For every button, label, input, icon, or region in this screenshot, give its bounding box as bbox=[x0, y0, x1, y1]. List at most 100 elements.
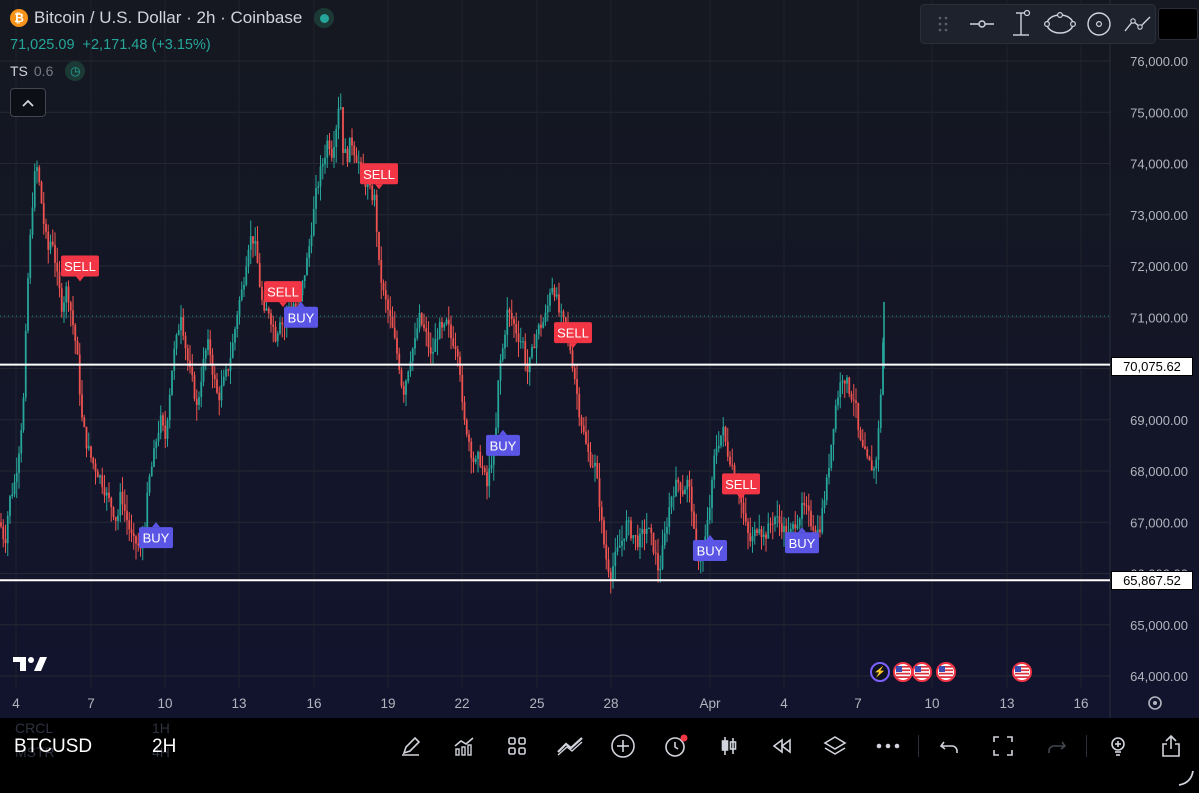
candle-body bbox=[380, 260, 383, 283]
candle-body bbox=[67, 286, 70, 303]
candle-body bbox=[103, 487, 106, 496]
fullscreen-icon[interactable] bbox=[976, 728, 1029, 764]
candle-body bbox=[762, 534, 765, 538]
sell-signal: SELL bbox=[554, 322, 592, 349]
candle-body bbox=[400, 369, 403, 387]
candle-body bbox=[616, 547, 619, 552]
layers-icon[interactable] bbox=[808, 728, 861, 764]
symbol-button[interactable]: BTCUSD bbox=[14, 736, 93, 757]
us-flag-icon[interactable] bbox=[912, 662, 932, 682]
collapse-legend-button[interactable] bbox=[10, 88, 46, 117]
signal-pointer bbox=[375, 184, 383, 190]
candle-body bbox=[49, 241, 52, 250]
candle-body bbox=[76, 340, 79, 355]
candle-body bbox=[346, 148, 349, 163]
templates-icon[interactable] bbox=[490, 728, 543, 764]
candle-body bbox=[753, 529, 756, 537]
undo-icon[interactable] bbox=[923, 728, 976, 764]
tradingview-logo[interactable] bbox=[12, 654, 48, 677]
candle-body bbox=[587, 443, 590, 452]
candle-body bbox=[684, 489, 686, 495]
candle-body bbox=[733, 465, 736, 480]
candle-body bbox=[384, 290, 387, 300]
y-tick-label: 71,000.00 bbox=[1130, 310, 1188, 325]
candle-body bbox=[85, 426, 88, 449]
candle-body bbox=[706, 519, 709, 537]
signal-label: BUY bbox=[288, 310, 315, 325]
candle-body bbox=[515, 324, 518, 334]
x-tick-label: 19 bbox=[380, 696, 395, 711]
replay-icon[interactable] bbox=[755, 728, 808, 764]
interval-button[interactable]: 2H bbox=[152, 736, 177, 757]
signal-label: BUY bbox=[789, 536, 816, 551]
axis-settings-icon[interactable] bbox=[1148, 696, 1162, 710]
indicator-clock-icon[interactable]: ◷ bbox=[65, 61, 86, 81]
candle-body bbox=[60, 288, 63, 312]
candle-body bbox=[254, 241, 257, 244]
candle-body bbox=[780, 523, 783, 533]
candle-body bbox=[810, 510, 812, 527]
path-icon[interactable] bbox=[1120, 6, 1155, 42]
candle-body bbox=[402, 386, 405, 395]
circle-icon[interactable] bbox=[1081, 6, 1116, 42]
candle-body bbox=[634, 535, 637, 537]
y-tick-label: 69,000.00 bbox=[1130, 413, 1188, 428]
candle-body bbox=[533, 346, 536, 349]
candle-body bbox=[375, 194, 378, 232]
candle-body bbox=[661, 545, 664, 569]
redo-icon[interactable] bbox=[1029, 728, 1082, 764]
vertical-measure-icon[interactable] bbox=[1003, 6, 1038, 42]
candle-body bbox=[558, 294, 560, 313]
candle-body bbox=[470, 441, 473, 459]
us-flag-icon[interactable] bbox=[1012, 662, 1032, 682]
candle-body bbox=[553, 287, 556, 297]
share-icon[interactable] bbox=[1144, 728, 1197, 764]
ellipse-icon[interactable] bbox=[1042, 6, 1077, 42]
candle-body bbox=[198, 397, 200, 405]
ideas-icon[interactable] bbox=[1091, 728, 1144, 764]
candle-body bbox=[207, 339, 209, 351]
symbol-title[interactable]: Bitcoin / U.S. Dollar · 2h · Coinbase bbox=[34, 8, 303, 27]
us-flag-icon[interactable] bbox=[893, 662, 913, 682]
candle-body bbox=[389, 310, 392, 317]
candle-body bbox=[265, 308, 268, 311]
indicators-icon[interactable] bbox=[437, 728, 490, 764]
indicator-legend[interactable]: TS 0.6 ◷ bbox=[10, 61, 86, 81]
more-icon[interactable] bbox=[861, 728, 914, 764]
candle-body bbox=[659, 568, 662, 571]
resize-corner-icon[interactable] bbox=[1176, 768, 1196, 788]
candle-body bbox=[670, 497, 673, 508]
candle-body bbox=[481, 466, 484, 469]
compare-icon[interactable] bbox=[543, 728, 596, 764]
pencil-icon[interactable] bbox=[384, 728, 437, 764]
candle-body bbox=[830, 444, 833, 468]
candle-body bbox=[114, 517, 117, 522]
candle-body bbox=[792, 524, 794, 529]
candles-icon[interactable] bbox=[702, 728, 755, 764]
candle-body bbox=[9, 496, 11, 516]
candle-body bbox=[609, 571, 612, 580]
horizontal-ray-icon[interactable] bbox=[964, 6, 999, 42]
drag-handle-icon[interactable] bbox=[925, 6, 960, 42]
buy-signal: BUY bbox=[284, 301, 318, 328]
candle-body bbox=[177, 330, 180, 335]
candle-body bbox=[249, 236, 252, 250]
lightning-icon[interactable]: ⚡ bbox=[870, 662, 890, 682]
chart-header[interactable]: ₿ Bitcoin / U.S. Dollar · 2h · Coinbase bbox=[10, 8, 335, 28]
candle-body bbox=[339, 107, 342, 109]
candle-body bbox=[51, 241, 54, 245]
candle-body bbox=[186, 348, 189, 361]
indicator-name: TS bbox=[10, 63, 28, 79]
candle-body bbox=[434, 339, 437, 352]
add-icon[interactable] bbox=[596, 728, 649, 764]
candle-body bbox=[468, 434, 470, 442]
drawing-toolbar[interactable] bbox=[920, 4, 1156, 44]
market-status-icon[interactable] bbox=[314, 8, 335, 28]
price-chart[interactable]: 76,000.00 75,000.00 74,000.00 73,000.00 72,0… bbox=[0, 0, 1199, 718]
candle-body bbox=[695, 528, 698, 547]
price-scale-menu[interactable] bbox=[1158, 8, 1198, 40]
alert-icon[interactable] bbox=[649, 728, 702, 764]
us-flag-icon[interactable] bbox=[936, 662, 956, 682]
chart-area[interactable]: 76,000.00 75,000.00 74,000.00 73,000.00 72,0… bbox=[0, 0, 1199, 718]
candle-body bbox=[321, 164, 324, 167]
